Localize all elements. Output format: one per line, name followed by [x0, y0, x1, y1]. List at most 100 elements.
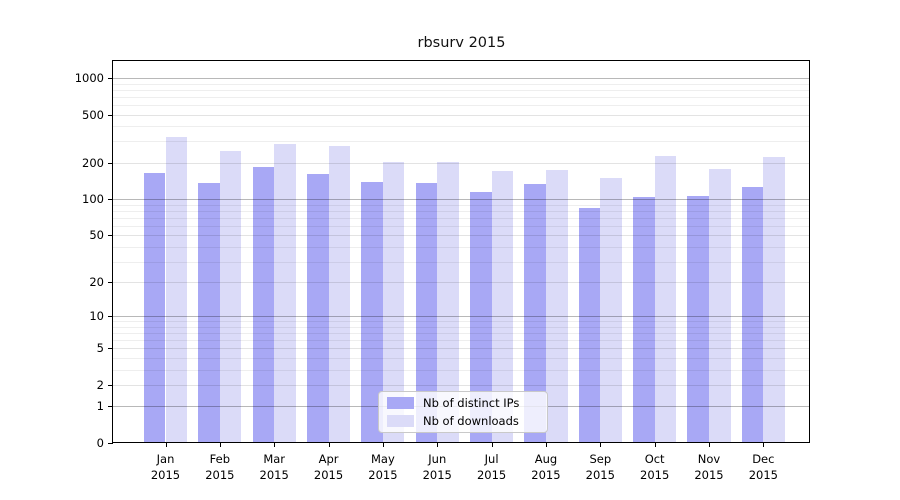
y-tick-mark-2 [108, 385, 113, 386]
x-tick-year: 2015 [585, 468, 615, 482]
x-tick-label-jul: Jul 2015 [460, 451, 524, 483]
gridline-900 [113, 84, 810, 85]
x-tick-mark-mar [274, 443, 275, 447]
y-tick-mark-1 [108, 406, 113, 407]
x-tick-label-apr: Apr 2015 [297, 451, 361, 483]
legend-swatch-downloads [387, 415, 414, 427]
legend-label-downloads: Nb of downloads [423, 414, 519, 428]
y-tick-label-50: 50 [89, 228, 104, 243]
bar-downloads-sep [600, 177, 622, 442]
x-tick-mark-jan [166, 443, 167, 447]
y-tick-mark-200 [108, 163, 113, 164]
x-tick-mark-apr [329, 443, 330, 447]
x-tick-label-may: May 2015 [351, 451, 415, 483]
x-tick-month: Apr [318, 452, 339, 466]
x-tick-mark-sep [600, 443, 601, 447]
y-tick-mark-50 [108, 235, 113, 236]
gridline-800 [113, 90, 810, 91]
y-tick-mark-10 [108, 316, 113, 317]
y-tick-mark-500 [108, 115, 113, 116]
bar-downloads-jun [437, 162, 459, 442]
bar-downloads-may [382, 161, 405, 442]
bar-distinct-ips-jun [415, 183, 438, 442]
x-tick-label-mar: Mar 2015 [242, 451, 306, 483]
x-tick-year: 2015 [259, 468, 289, 482]
bar-distinct-ips-jul [470, 191, 492, 442]
bar-distinct-ips-may [361, 181, 383, 442]
x-tick-mark-jun [437, 443, 438, 447]
x-tick-year: 2015 [531, 468, 561, 482]
bar-downloads-jul [491, 171, 514, 442]
bar-distinct-ips-apr [306, 173, 329, 442]
x-tick-label-oct: Oct 2015 [623, 451, 687, 483]
x-tick-month: May [371, 452, 395, 466]
x-tick-year: 2015 [368, 468, 398, 482]
bar-distinct-ips-sep [578, 207, 601, 442]
bar-downloads-jan [165, 136, 188, 442]
x-tick-label-dec: Dec 2015 [731, 451, 795, 483]
bar-distinct-ips-nov [687, 196, 709, 442]
y-tick-label-100: 100 [82, 192, 104, 207]
x-tick-mark-dec [763, 443, 764, 447]
x-tick-mark-aug [546, 443, 547, 447]
gridline-200 [113, 163, 810, 164]
x-tick-year: 2015 [313, 468, 344, 482]
x-tick-month: Oct [644, 452, 665, 466]
x-tick-mark-feb [220, 443, 221, 447]
bar-downloads-dec [763, 157, 785, 442]
x-tick-year: 2015 [694, 468, 724, 482]
chart-title: rbsurv 2015 [417, 35, 506, 51]
y-tick-label-20: 20 [89, 275, 104, 290]
gridline-1000 [113, 78, 810, 79]
x-tick-label-feb: Feb 2015 [188, 451, 252, 483]
x-tick-mark-nov [709, 443, 710, 447]
x-tick-month: Nov [697, 452, 721, 466]
bar-downloads-mar [274, 144, 296, 442]
y-tick-label-5: 5 [96, 341, 104, 356]
legend-row-downloads: Nb of downloads [387, 414, 539, 428]
bar-distinct-ips-mar [252, 166, 275, 442]
bar-downloads-aug [545, 170, 568, 442]
x-tick-month: Jun [428, 452, 447, 466]
gridline-500 [113, 115, 810, 116]
x-tick-year: 2015 [150, 468, 181, 482]
x-tick-month: Jan [156, 452, 175, 466]
legend-row-distinct-ips: Nb of distinct IPs [387, 396, 539, 410]
bar-distinct-ips-jan [143, 172, 166, 442]
x-tick-mark-oct [655, 443, 656, 447]
x-tick-mark-may [383, 443, 384, 447]
x-tick-label-aug: Aug 2015 [514, 451, 578, 483]
x-tick-mark-jul [492, 443, 493, 447]
y-tick-label-1: 1 [96, 399, 104, 414]
x-tick-year: 2015 [422, 468, 452, 482]
y-tick-mark-0 [108, 443, 113, 444]
y-tick-label-200: 200 [82, 155, 104, 170]
x-tick-label-nov: Nov 2015 [677, 451, 741, 483]
bar-distinct-ips-feb [198, 183, 220, 442]
x-tick-year: 2015 [640, 468, 670, 482]
bar-distinct-ips-dec [741, 187, 764, 442]
bar-distinct-ips-oct [633, 197, 655, 442]
x-tick-month: Feb [209, 452, 231, 466]
legend-swatch-distinct-ips [387, 397, 414, 409]
x-tick-month: Sep [589, 452, 612, 466]
x-tick-year: 2015 [205, 468, 235, 482]
y-tick-mark-1000 [108, 78, 113, 79]
x-tick-label-sep: Sep 2015 [568, 451, 632, 483]
x-tick-year: 2015 [476, 468, 507, 482]
gridline-600 [113, 105, 810, 106]
x-tick-month: Aug [534, 452, 558, 466]
gridline-300 [113, 141, 810, 142]
y-tick-mark-5 [108, 348, 113, 349]
bar-downloads-nov [709, 168, 731, 442]
x-tick-label-jun: Jun 2015 [405, 451, 469, 483]
bar-downloads-apr [328, 146, 351, 442]
x-tick-month: Mar [263, 452, 286, 466]
x-tick-year: 2015 [748, 468, 778, 482]
gridline-400 [113, 126, 810, 127]
bar-distinct-ips-aug [524, 183, 546, 442]
bar-downloads-oct [654, 155, 677, 442]
legend: Nb of distinct IPs Nb of downloads [378, 391, 548, 433]
legend-label-distinct-ips: Nb of distinct IPs [423, 396, 520, 410]
